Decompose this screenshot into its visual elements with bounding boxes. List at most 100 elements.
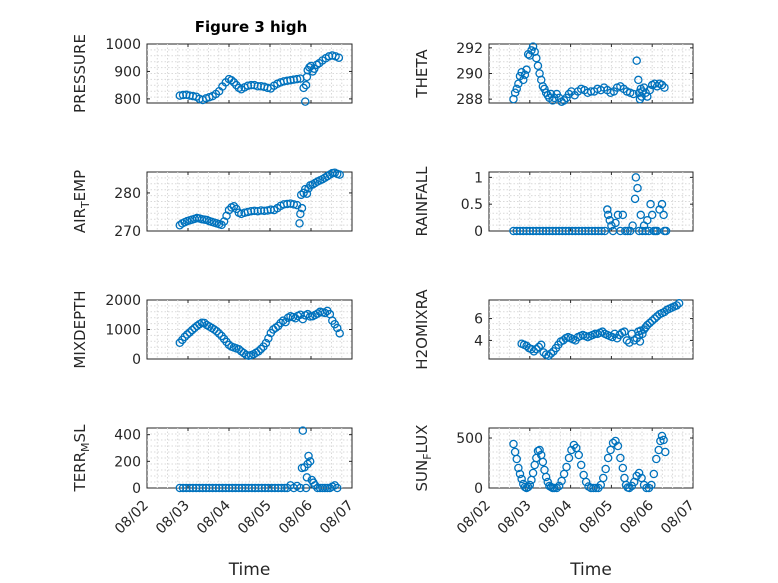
data-point (523, 482, 533, 492)
data-point (645, 318, 655, 328)
data-point (212, 327, 221, 336)
data-point (538, 226, 548, 236)
data-point (277, 483, 286, 493)
data-point (522, 226, 531, 236)
data-point (209, 325, 219, 334)
data-point (528, 42, 538, 51)
y-tick-label: 1000 (105, 323, 141, 339)
data-point (552, 483, 561, 493)
data-point (574, 450, 584, 460)
data-point (185, 328, 194, 337)
panel-rainfall: 0 0.5 1 RAINFALL (413, 166, 694, 240)
data-point (551, 226, 561, 236)
panel-mixdepth: 0 1000 2000 MIXDEPTH (71, 290, 353, 369)
data-point (254, 347, 263, 356)
data-point (332, 323, 342, 333)
data-point (650, 314, 659, 323)
data-point (672, 301, 681, 310)
data-point (611, 218, 620, 228)
data-point (182, 330, 192, 339)
data-point (224, 340, 234, 350)
data-point (554, 226, 564, 236)
data-point (589, 483, 598, 493)
data-point (533, 61, 543, 71)
data-point (635, 337, 645, 346)
data-point (187, 325, 197, 335)
y-tick-label: 500 (456, 431, 483, 447)
data-point (297, 203, 307, 213)
data-point (525, 226, 535, 236)
data-point (256, 344, 266, 354)
panel-h2omixra: 4 6 H2OMIXRA (413, 289, 694, 370)
y-tick-label: 288 (456, 92, 483, 108)
data-point (618, 210, 628, 220)
data-point (535, 445, 544, 455)
data-point (649, 469, 659, 479)
data-point (618, 463, 628, 473)
data-point (515, 226, 525, 236)
data-point (613, 210, 623, 220)
data-point (584, 226, 593, 236)
data-point (180, 332, 189, 342)
data-point (581, 226, 590, 236)
data-point (302, 189, 312, 198)
data-point (564, 226, 574, 236)
data-point (514, 463, 523, 473)
data-point (633, 183, 642, 193)
data-point (564, 89, 574, 99)
data-point (623, 226, 632, 236)
data-point (638, 226, 647, 236)
data-point (510, 88, 520, 97)
data-point (214, 329, 224, 338)
data-point (310, 481, 320, 490)
data-point (558, 226, 567, 236)
data-point (509, 439, 518, 449)
data-point (647, 480, 656, 490)
data-point (561, 226, 570, 236)
data-point (601, 464, 610, 474)
data-point (659, 210, 668, 220)
data-point (657, 431, 667, 441)
data-point (647, 316, 657, 326)
data-point (296, 209, 305, 219)
data-point (661, 447, 670, 457)
data-point (335, 329, 344, 338)
data-point (335, 170, 344, 179)
data-point (536, 340, 546, 350)
data-point (509, 226, 518, 236)
data-point (528, 226, 538, 236)
data-point (594, 226, 603, 236)
data-point (534, 342, 544, 352)
data-point (562, 462, 571, 472)
data-point (239, 348, 249, 358)
data-point (567, 226, 577, 236)
y-tick-label: 0 (474, 481, 483, 497)
data-point (296, 190, 306, 200)
data-point (229, 78, 239, 87)
data-point (548, 226, 557, 236)
data-point (625, 226, 635, 236)
data-point (512, 454, 521, 464)
data-point (271, 323, 280, 332)
data-point (227, 75, 236, 85)
y-axis-label: SUNFLUX (413, 425, 434, 492)
y-tick-label: 290 (456, 67, 483, 83)
data-point (276, 318, 285, 328)
data-point (281, 317, 290, 327)
data-point (519, 226, 528, 236)
data-point (661, 226, 671, 236)
data-point (603, 210, 613, 220)
data-point (527, 344, 536, 354)
y-axis-label: AIRTEMP (71, 170, 92, 233)
data-point (532, 53, 541, 63)
data-point (645, 85, 655, 95)
data-point (620, 327, 629, 336)
data-point (629, 89, 638, 99)
data-point (636, 210, 646, 220)
data-point (232, 80, 241, 90)
data-point (305, 457, 315, 466)
y-tick-label: 280 (114, 186, 141, 202)
panel-pressure: 800 900 1000 PRESSURE (71, 34, 353, 113)
